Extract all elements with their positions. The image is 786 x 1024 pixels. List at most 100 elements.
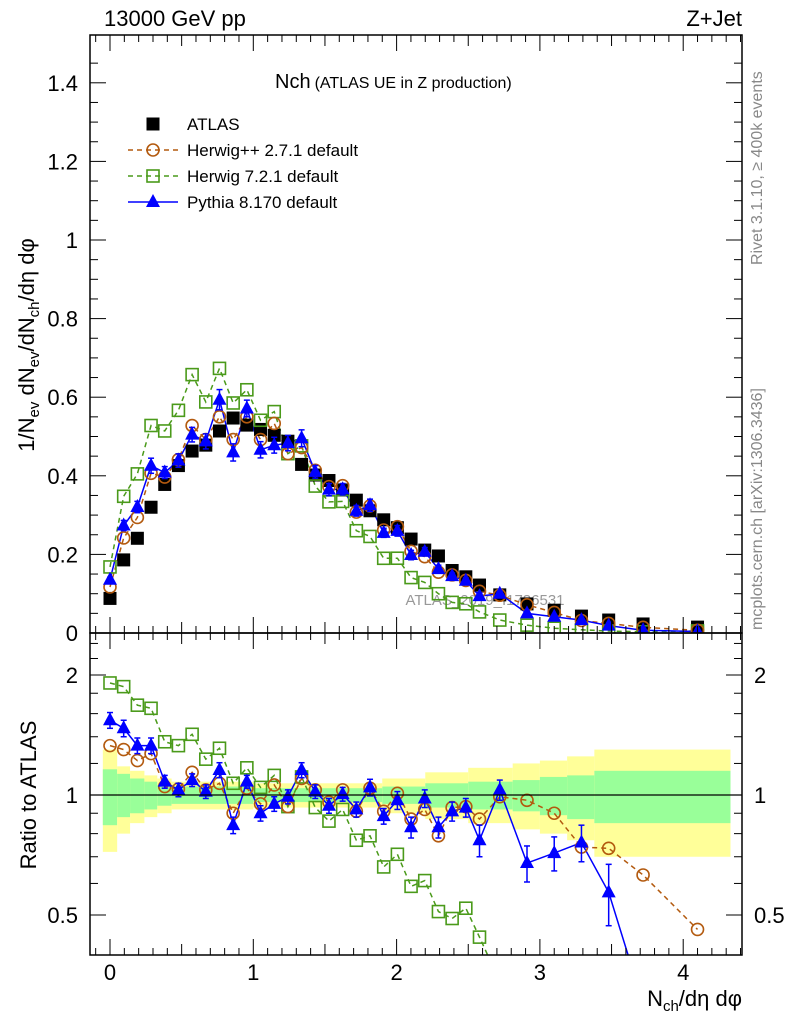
mcplots-label: mcplots.cern.ch [arXiv:1306.3436] bbox=[749, 388, 766, 630]
atlas-data-point bbox=[212, 424, 226, 438]
y-tick-label: 0.6 bbox=[47, 385, 78, 410]
herwig7-data-point bbox=[459, 596, 473, 611]
herwig7-ratio-point bbox=[404, 879, 418, 894]
herwigpp-data-point bbox=[267, 416, 282, 431]
herwig7-line bbox=[109, 366, 698, 633]
y-tick-label: 1.2 bbox=[47, 149, 78, 174]
pythia-data-point bbox=[458, 572, 473, 586]
atlas-data-point bbox=[431, 549, 445, 563]
herwig7-ratio-point bbox=[212, 741, 227, 756]
title-sub: (ATLAS UE in Z production) bbox=[315, 75, 512, 92]
pythia-data-point bbox=[574, 612, 589, 626]
pythia-data-point bbox=[185, 426, 200, 440]
herwigpp-ratio-point bbox=[601, 841, 616, 856]
label-part: /dN bbox=[14, 317, 39, 351]
pythia-ratio-point bbox=[308, 783, 323, 797]
legend-label-pythia: Pythia 8.170 default bbox=[187, 193, 338, 212]
pythia-data-point bbox=[144, 457, 159, 471]
herwig7-data-point bbox=[308, 479, 323, 493]
herwig7-data-point bbox=[349, 523, 364, 538]
pythia-ratio-point bbox=[574, 834, 589, 848]
x-tick-label: 0 bbox=[104, 960, 116, 985]
pythia-ratio-point bbox=[226, 817, 241, 831]
pythia-ratio-point bbox=[472, 832, 487, 846]
herwig7-ratio-point bbox=[116, 679, 131, 694]
ratio-tick-label: 0.5 bbox=[47, 903, 78, 928]
herwig7-data-point bbox=[198, 395, 213, 409]
pythia-ratio-point bbox=[376, 808, 391, 822]
herwigpp-ratio-point bbox=[520, 793, 534, 808]
plot-title: Nch (ATLAS UE in Z production) bbox=[275, 71, 512, 93]
herwigpp-ratio-point bbox=[116, 742, 131, 757]
uncertainty-band bbox=[102, 749, 731, 857]
herwigpp-data-point bbox=[212, 410, 227, 424]
herwig7-ratio-point bbox=[226, 776, 240, 791]
label-part: /dη dφ bbox=[679, 986, 742, 1011]
pythia-data-point bbox=[130, 499, 145, 513]
x-axis-label: Nch/dη dφ bbox=[647, 986, 742, 1015]
pythia-ratio-point bbox=[363, 779, 378, 793]
herwigpp-ratio-point bbox=[103, 738, 117, 753]
pythia-data-point bbox=[239, 400, 254, 414]
ratio-tick-label: 1 bbox=[66, 783, 78, 808]
atlas-data-point bbox=[377, 513, 391, 527]
herwig7-ratio-point bbox=[253, 780, 268, 795]
atlas-data-point bbox=[349, 493, 363, 507]
herwig7-ratio-point bbox=[376, 860, 391, 874]
herwigpp-data-point bbox=[636, 620, 650, 633]
pythia-ratio-point bbox=[335, 786, 350, 800]
pythia-data-point bbox=[321, 481, 336, 495]
process-label: Z+Jet bbox=[686, 6, 742, 31]
pythia-data-point bbox=[157, 464, 172, 478]
band-inner bbox=[130, 778, 145, 814]
label-part: /dη dφ bbox=[14, 238, 39, 301]
pythia-ratio-point bbox=[458, 799, 473, 813]
herwig7-data-point bbox=[363, 529, 377, 544]
herwig7-data-point bbox=[212, 361, 227, 376]
pythia-ratio-point bbox=[212, 762, 227, 776]
pythia-ratio-point bbox=[103, 712, 117, 726]
label-part: N bbox=[647, 986, 663, 1011]
herwig7-ratio-point bbox=[198, 752, 213, 766]
herwig7-data-point bbox=[417, 575, 432, 590]
pythia-data-point bbox=[349, 502, 364, 516]
pythia-data-point bbox=[308, 463, 323, 477]
pythia-ratio-point bbox=[267, 795, 282, 809]
herwig7-data-point bbox=[390, 551, 405, 566]
herwigpp-ratio-point bbox=[267, 778, 282, 792]
herwig7-data-point bbox=[130, 467, 145, 481]
legend-marker-herwigpp bbox=[146, 143, 160, 157]
pythia-ratio-point bbox=[404, 819, 419, 833]
herwig7-data-point bbox=[445, 595, 459, 610]
herwig7-ratio-point bbox=[322, 814, 336, 828]
atlas-data-point bbox=[130, 531, 144, 545]
pythia-ratio-line bbox=[109, 719, 629, 955]
pythia-ratio-point bbox=[417, 790, 432, 804]
herwig7-ratio-point bbox=[171, 738, 186, 753]
subscript: ch bbox=[26, 301, 43, 317]
y-tick-label: 0.8 bbox=[47, 307, 78, 332]
herwig7-data-point bbox=[157, 424, 172, 438]
band-inner bbox=[567, 775, 595, 820]
pythia-data-point bbox=[116, 517, 131, 531]
ratio-tick-label: 2 bbox=[66, 663, 78, 688]
energy-label: 13000 GeV pp bbox=[104, 6, 246, 31]
ratio-tick-label-right: 2 bbox=[754, 663, 766, 688]
herwig7-ratio-point bbox=[472, 930, 487, 944]
ratio-frame bbox=[89, 632, 743, 956]
herwig7-ratio-point bbox=[349, 833, 364, 848]
herwig7-ratio-point bbox=[144, 701, 158, 716]
pythia-ratio-point bbox=[171, 781, 186, 795]
pythia-data-point bbox=[390, 522, 405, 536]
y-tick-label: 0 bbox=[66, 621, 78, 646]
pythia-ratio-point bbox=[239, 773, 254, 787]
legend-marker-herwig7 bbox=[146, 169, 160, 183]
pythia-ratio-point bbox=[144, 737, 159, 751]
atlas-data-point bbox=[103, 591, 117, 605]
y-tick-label: 1 bbox=[66, 228, 78, 253]
subscript: ch bbox=[663, 998, 679, 1015]
x-tick-label: 4 bbox=[677, 960, 689, 985]
pythia-data-point bbox=[253, 441, 268, 455]
band-inner bbox=[539, 776, 568, 816]
band-inner bbox=[102, 769, 118, 826]
